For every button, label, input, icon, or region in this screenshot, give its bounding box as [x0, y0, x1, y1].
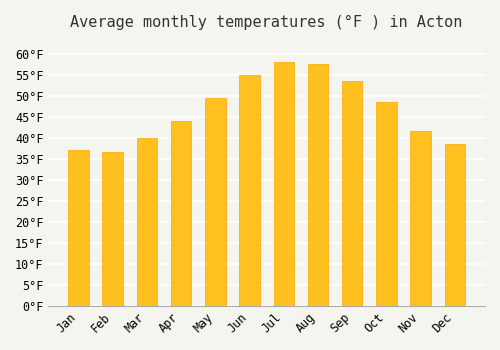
Bar: [274, 62, 294, 306]
Bar: [102, 152, 123, 306]
Bar: [68, 150, 88, 306]
Bar: [205, 98, 226, 306]
Title: Average monthly temperatures (°F ) in Acton: Average monthly temperatures (°F ) in Ac…: [70, 15, 463, 30]
Bar: [240, 75, 260, 306]
Bar: [171, 121, 192, 306]
Bar: [308, 64, 328, 306]
Bar: [410, 131, 431, 306]
Bar: [376, 102, 396, 306]
Bar: [136, 138, 157, 306]
Bar: [444, 144, 465, 306]
Bar: [342, 81, 362, 306]
